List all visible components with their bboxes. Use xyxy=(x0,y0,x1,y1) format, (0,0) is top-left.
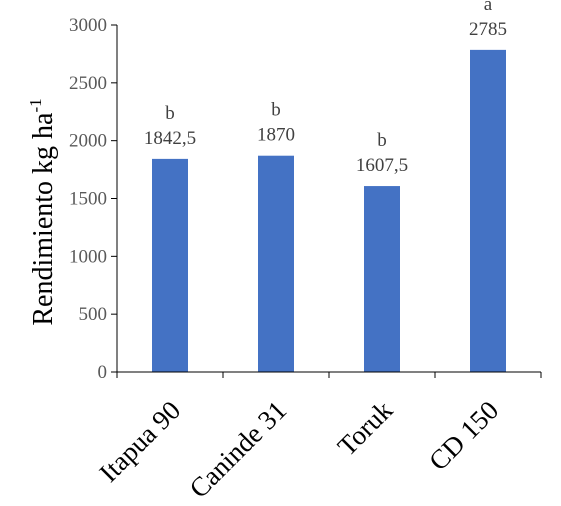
y-axis-title: Rendimiento kg ha-1 xyxy=(26,98,59,325)
y-axis: 0 500 1000 1500 2000 2500 3000 xyxy=(69,15,118,383)
x-category-label: Toruk xyxy=(332,395,399,462)
data-labels: b 1842,5 b 1870 b 1607,5 a 2785 xyxy=(144,0,507,176)
data-label: 1842,5 xyxy=(144,128,196,149)
y-tick-label: 1500 xyxy=(69,189,107,210)
bar xyxy=(470,49,506,372)
y-axis-title-superscript: -1 xyxy=(26,98,45,112)
bars xyxy=(152,49,506,372)
bar xyxy=(258,155,294,372)
x-category-label: Caninde 31 xyxy=(184,395,293,504)
data-label: 2785 xyxy=(469,19,507,40)
y-tick-label: 2000 xyxy=(69,131,107,152)
y-tick-label: 3000 xyxy=(69,15,107,36)
x-category-label: Itapua 90 xyxy=(93,395,186,488)
y-tick-label: 500 xyxy=(79,304,108,325)
x-category-label: CD 150 xyxy=(423,395,504,476)
significance-letter: a xyxy=(484,0,493,15)
significance-letter: b xyxy=(271,100,281,121)
significance-letter: b xyxy=(165,103,175,124)
significance-letter: b xyxy=(377,130,387,151)
y-axis-title-text: Rendimiento kg ha xyxy=(28,112,59,326)
bar xyxy=(364,186,400,372)
data-label: 1607,5 xyxy=(356,155,408,176)
y-tick-label: 1000 xyxy=(69,246,107,267)
bar xyxy=(152,158,188,372)
y-tick-label: 2500 xyxy=(69,73,107,94)
y-tick-label: 0 xyxy=(98,362,108,383)
data-label: 1870 xyxy=(257,125,295,146)
